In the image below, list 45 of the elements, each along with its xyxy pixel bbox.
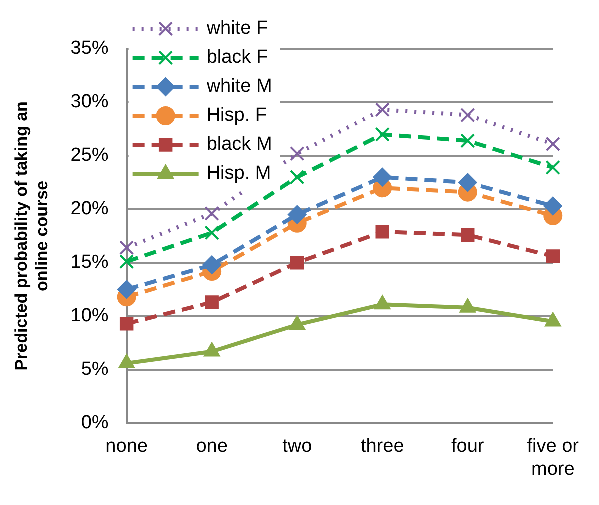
legend-label: black M xyxy=(206,134,272,156)
point xyxy=(119,254,134,270)
point xyxy=(202,256,222,275)
y-tick-label: 0% xyxy=(81,412,109,434)
y-axis-title: Predicted probability of taking an online course xyxy=(12,102,52,371)
point xyxy=(205,296,219,310)
point xyxy=(375,102,390,118)
point xyxy=(373,168,392,187)
point xyxy=(290,170,305,185)
point xyxy=(204,226,220,240)
x-tick-label: four xyxy=(451,436,485,458)
point xyxy=(120,317,134,331)
point xyxy=(461,228,475,242)
x-tick-label: five or more xyxy=(527,436,580,480)
point xyxy=(460,134,476,148)
point xyxy=(288,205,307,224)
point xyxy=(546,160,560,176)
legend-label: white M xyxy=(206,76,272,98)
point xyxy=(460,108,476,123)
y-tick-label: 35% xyxy=(70,38,109,60)
point xyxy=(119,240,134,256)
y-tick-label: 20% xyxy=(70,198,109,220)
x-tick-label: two xyxy=(282,436,312,458)
point xyxy=(117,280,136,300)
point xyxy=(458,173,478,192)
point xyxy=(290,256,304,270)
x-tick-label: none xyxy=(106,436,148,458)
legend-label: black F xyxy=(206,47,268,68)
point xyxy=(375,127,390,142)
point xyxy=(376,225,390,239)
legend-label: Hisp. F xyxy=(206,105,268,126)
y-tick-label: 30% xyxy=(70,92,109,113)
point xyxy=(290,146,305,162)
x-tick-label: one xyxy=(196,436,228,458)
legend-label: Hisp. M xyxy=(206,163,272,184)
point xyxy=(546,136,560,152)
point xyxy=(204,206,220,222)
x-tick-label: three xyxy=(360,436,404,458)
point xyxy=(544,196,563,216)
y-tick-label: 25% xyxy=(70,145,109,166)
legend-label: white F xyxy=(206,18,268,40)
point xyxy=(546,250,560,264)
y-tick-label: 5% xyxy=(81,359,109,380)
y-tick-label: 10% xyxy=(70,306,109,327)
y-tick-label: 15% xyxy=(70,252,109,274)
